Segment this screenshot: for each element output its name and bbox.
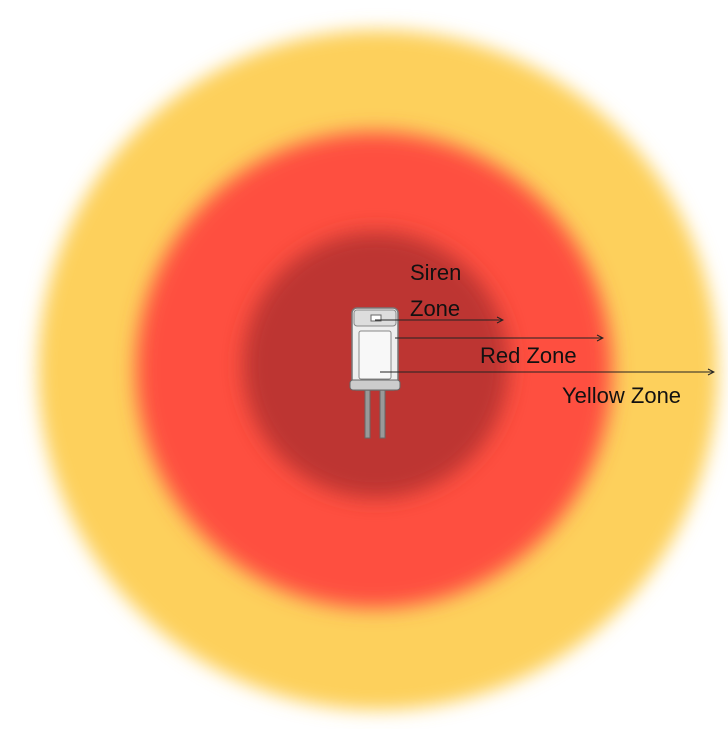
zone-label: Siren xyxy=(410,260,461,285)
zone-label: Yellow Zone xyxy=(562,383,681,408)
page: Siren Zone Red Zone Yellow Zone (() => {… xyxy=(0,0,728,729)
zone-label: Red Zone xyxy=(480,343,577,368)
zone-label: Zone xyxy=(410,296,460,321)
zone-diagram: Siren Zone Red Zone Yellow Zone xyxy=(0,0,728,729)
